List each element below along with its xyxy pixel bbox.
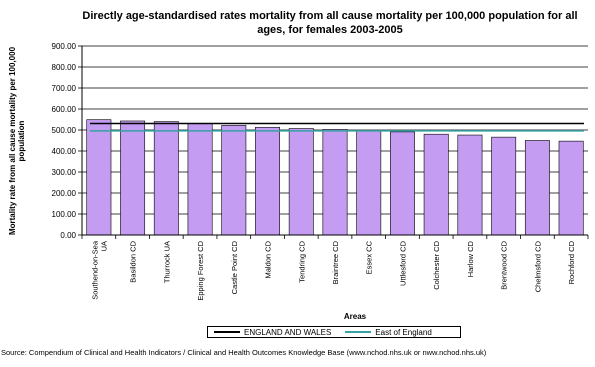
bar-basildon-cd: [120, 120, 146, 236]
bar-uttlesford-cd: [390, 131, 415, 236]
legend-item-england-wales: ENGLAND AND WALES: [214, 328, 331, 337]
x-tick-label: Castle Point CD: [230, 240, 239, 294]
x-tick-label: Basildon CD: [129, 240, 138, 282]
legend-label-east-of-england: East of England: [375, 327, 432, 337]
x-tick-label: Rochford CD: [567, 240, 576, 284]
bar-castle-point-cd: [221, 125, 247, 236]
x-tick-label: Thurrock UA: [162, 241, 171, 283]
chart-title: Directly age-standardised rates mortalit…: [82, 10, 578, 36]
y-tick-label: 300.00: [52, 168, 77, 177]
x-tick-label: Tendring CD: [297, 240, 306, 282]
x-tick-label: Harlow CD: [466, 240, 475, 277]
bar-colchester-cd: [423, 133, 449, 236]
x-tick-label: Essex CC: [365, 240, 374, 274]
y-tick-label: 600.00: [52, 105, 77, 114]
x-tick-label: Colchester CD: [432, 240, 441, 289]
bar-brentwood-cd: [491, 136, 517, 236]
y-tick-label: 500.00: [52, 126, 77, 135]
x-tick-label: Uttlesford CD: [398, 240, 407, 286]
y-tick-label: 700.00: [52, 84, 77, 93]
bar-thurrock-ua: [153, 121, 179, 236]
y-tick-label: 900.00: [52, 42, 77, 51]
bar-essex-cc: [356, 130, 382, 236]
bar-epping-forest-cd: [187, 123, 213, 236]
bar-chelmsford-cd: [524, 140, 550, 236]
x-tick-label: Epping Forest CD: [196, 240, 205, 300]
x-axis-label: Areas: [343, 312, 367, 321]
chart-legend: ENGLAND AND WALES East of England: [207, 326, 461, 338]
legend-swatch-east-of-england: [345, 331, 372, 333]
bar-harlow-cd: [457, 134, 483, 236]
bar-braintree-cd: [322, 129, 348, 236]
x-tick-label: Braintree CD: [331, 240, 340, 284]
source-note: Source: Compendium of Clinical and Healt…: [1, 348, 487, 357]
legend-item-east-of-england: East of England: [345, 327, 432, 337]
x-tick-label: Chelmsford CD: [533, 240, 542, 292]
x-tick-label: Southend-on-Sea: [90, 240, 99, 300]
y-tick-label: 0.00: [60, 231, 76, 240]
bar-tendring-cd: [288, 128, 314, 236]
y-tick-label: 800.00: [52, 63, 77, 72]
legend-swatch-england-wales: [214, 331, 240, 333]
x-tick-label: UA: [99, 241, 108, 251]
x-tick-label: Brentwood CD: [500, 240, 509, 289]
bar-southend-on-sea-ua: [86, 119, 112, 236]
y-tick-label: 400.00: [52, 147, 77, 156]
y-tick-label: 200.00: [52, 189, 77, 198]
x-tick-label: Maldon CD: [264, 240, 273, 278]
bar-rochford-cd: [558, 140, 584, 236]
legend-label-england-wales: ENGLAND AND WALES: [244, 327, 332, 337]
y-tick-label: 100.00: [52, 210, 77, 219]
bar-maldon-cd: [255, 126, 280, 236]
